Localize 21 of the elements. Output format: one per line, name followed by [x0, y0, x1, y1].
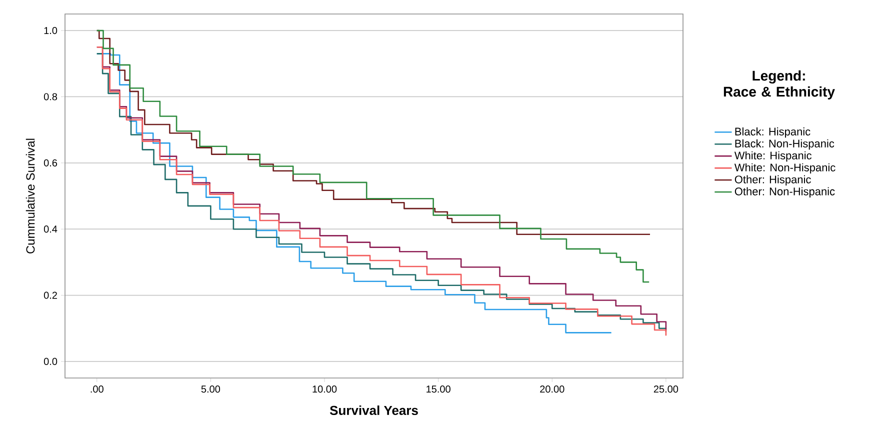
x-tick-label: 5.00	[201, 386, 220, 393]
x-tick-label: .00	[90, 386, 104, 393]
legend-label: White: Hispanic	[734, 151, 812, 162]
x-axis-title: Survival Years	[330, 405, 418, 416]
y-axis-title: Cummulative Survival	[26, 138, 35, 254]
y-tick-label: 0.0	[44, 358, 58, 365]
x-tick-label: 20.00	[540, 386, 564, 393]
legend-label: Other: Hispanic	[734, 175, 811, 186]
legend-label: White: Non-Hispanic	[734, 163, 836, 174]
y-tick-label: 1.0	[44, 27, 58, 34]
legend-label: Other: Non-Hispanic	[734, 187, 835, 198]
x-tick-label: 15.00	[426, 386, 450, 393]
y-tick-label: 0.6	[44, 159, 58, 166]
legend-label: Black: Non-Hispanic	[735, 139, 834, 150]
legend-label: Black: Hispanic	[735, 127, 810, 138]
x-tick-label: 25.00	[654, 386, 678, 393]
y-tick-label: 0.4	[44, 226, 58, 233]
legend-title: Legend: Race & Ethnicity	[724, 70, 835, 100]
y-tick-label: 0.8	[44, 93, 58, 100]
y-tick-label: 0.2	[44, 292, 57, 299]
x-tick-label: 10.00	[312, 386, 337, 393]
